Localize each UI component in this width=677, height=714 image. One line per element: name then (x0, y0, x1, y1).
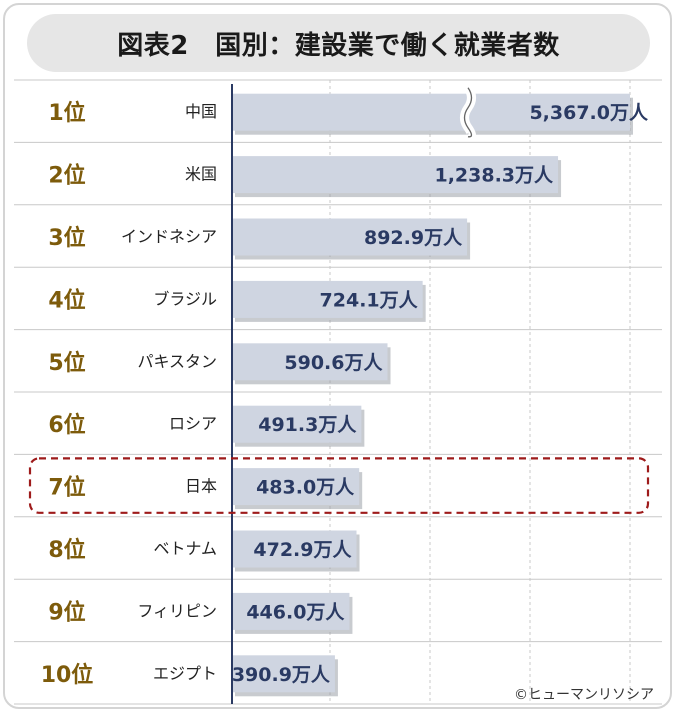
bar (232, 592, 350, 630)
rank-label: 4位 (48, 287, 85, 313)
bar (232, 93, 630, 131)
bar (232, 280, 423, 318)
value-label: 491.3万人 (258, 414, 357, 436)
category-label: 米国 (185, 165, 217, 184)
value-label: 724.1万人 (320, 289, 419, 311)
value-label: 590.6万人 (284, 352, 383, 374)
category-label: 日本 (185, 477, 217, 496)
bar (232, 218, 468, 256)
bar (232, 156, 559, 194)
value-label: 892.9万人 (364, 227, 463, 249)
rank-label: 9位 (48, 599, 85, 625)
category-label: インドネシア (121, 227, 217, 246)
highlight-box (28, 457, 650, 514)
rank-label: 6位 (48, 412, 85, 438)
credit-text: ©ヒューマンリソシア (514, 687, 654, 703)
value-label: 5,367.0万人 (529, 102, 649, 124)
category-label: ロシア (169, 414, 217, 433)
category-label: パキスタン (137, 352, 217, 371)
rank-label: 3位 (48, 225, 85, 251)
bar (232, 343, 388, 381)
bar (232, 530, 357, 568)
chart-title: 図表2 国別：建設業で働く就業者数 (27, 14, 650, 72)
category-label: フィリピン (137, 601, 217, 620)
axis-break-icon (463, 87, 473, 138)
rank-label: 7位 (48, 475, 85, 501)
value-label: 483.0万人 (256, 477, 355, 499)
category-label: 中国 (185, 102, 217, 121)
rank-label: 10位 (41, 662, 94, 688)
bar (232, 405, 362, 443)
bar (232, 468, 360, 506)
value-label: 446.0万人 (246, 601, 345, 623)
rank-label: 1位 (48, 100, 85, 126)
value-label: 1,238.3万人 (434, 165, 554, 187)
rank-label: 8位 (48, 537, 85, 563)
category-label: ブラジル (153, 289, 217, 308)
bar (232, 655, 335, 693)
value-label: 390.9万人 (232, 664, 331, 686)
rank-label: 5位 (48, 350, 85, 376)
value-label: 472.9万人 (253, 539, 352, 561)
rank-label: 2位 (48, 163, 85, 189)
category-label: ベトナム (153, 539, 217, 558)
category-label: エジプト (153, 664, 217, 683)
